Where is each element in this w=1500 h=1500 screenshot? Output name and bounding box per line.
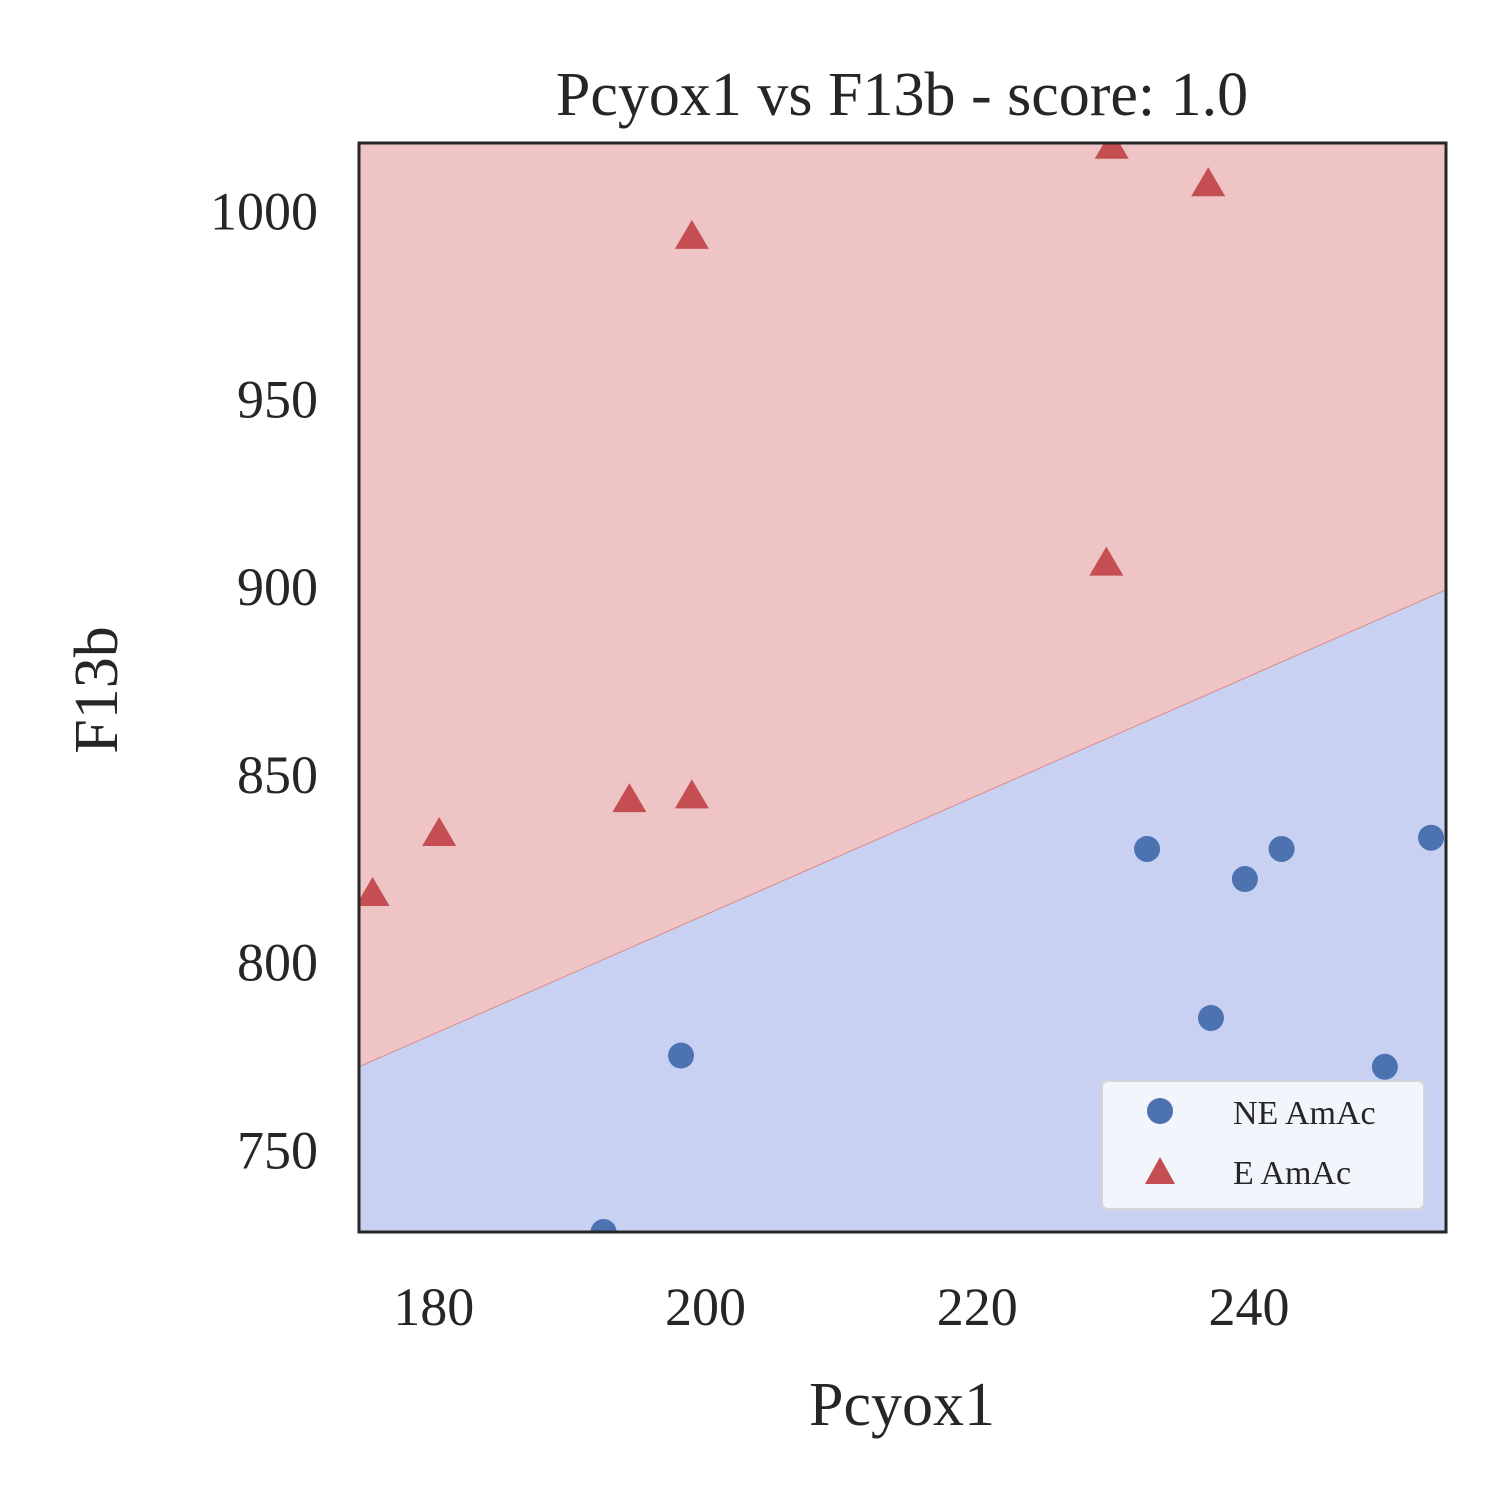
e-amac-point-4 bbox=[674, 219, 709, 249]
legend-e-marker bbox=[1145, 1157, 1175, 1184]
legend-ne-marker bbox=[1147, 1098, 1173, 1124]
chart-title: Pcyox1 vs F13b - score: 1.0 bbox=[556, 61, 1248, 129]
e-amac-point-5 bbox=[1089, 546, 1124, 576]
decision-boundary-line bbox=[359, 589, 1446, 1068]
x-axis-label: Pcyox1 bbox=[809, 1371, 995, 1439]
ne-amac-point-6 bbox=[1371, 1053, 1398, 1080]
decision-regions bbox=[359, 143, 1446, 1232]
ne-amac-point-2 bbox=[1134, 835, 1161, 862]
e-amac-point-0 bbox=[359, 877, 390, 907]
y-tick-label: 1000 bbox=[210, 182, 318, 242]
data-markers bbox=[359, 143, 1445, 1232]
e-amac-point-6 bbox=[1094, 143, 1129, 159]
e-amac-point-1 bbox=[422, 816, 457, 846]
legend-e-label: E AmAc bbox=[1233, 1155, 1351, 1192]
ne-amac-point-7 bbox=[1418, 824, 1445, 851]
y-tick-label: 800 bbox=[237, 933, 318, 993]
x-tick-label: 220 bbox=[937, 1277, 1018, 1337]
x-tick-label: 200 bbox=[665, 1277, 746, 1337]
y-tick-label: 850 bbox=[237, 745, 318, 805]
e-amac-point-2 bbox=[612, 783, 647, 813]
legend-box bbox=[1101, 1080, 1425, 1210]
region-e-amac bbox=[359, 143, 1446, 1067]
ne-amac-point-3 bbox=[1197, 1004, 1224, 1031]
plot-frame bbox=[357, 141, 1448, 1234]
ne-amac-point-0 bbox=[590, 1219, 617, 1232]
region-ne-amac bbox=[359, 589, 1446, 1232]
y-tick-label: 950 bbox=[237, 369, 318, 429]
ne-amac-point-5 bbox=[1268, 835, 1295, 862]
x-axis-ticks: 180 200 220 240 bbox=[393, 1277, 1289, 1337]
y-axis-ticks: 750 800 850 900 950 1000 bbox=[210, 182, 318, 1181]
x-tick-label: 180 bbox=[393, 1277, 474, 1337]
ne-amac-point-4 bbox=[1231, 866, 1258, 893]
ne-amac-point-1 bbox=[668, 1042, 695, 1069]
plot-area bbox=[357, 141, 1448, 1234]
e-amac-point-7 bbox=[1191, 167, 1226, 197]
y-tick-label: 750 bbox=[237, 1120, 318, 1180]
legend-ne-label: NE AmAc bbox=[1233, 1095, 1376, 1132]
legend: NE AmAc E AmAc bbox=[1101, 1080, 1425, 1210]
x-tick-label: 240 bbox=[1208, 1277, 1289, 1337]
e-amac-point-3 bbox=[674, 779, 709, 809]
y-axis-label: F13b bbox=[63, 626, 131, 753]
y-tick-label: 900 bbox=[237, 557, 318, 617]
